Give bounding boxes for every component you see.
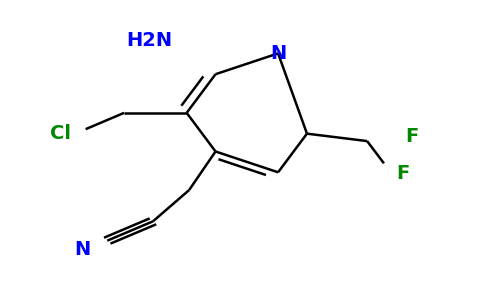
Text: H2N: H2N bbox=[126, 31, 172, 50]
Text: N: N bbox=[74, 240, 91, 259]
Text: F: F bbox=[396, 164, 409, 183]
Text: F: F bbox=[406, 127, 419, 146]
Text: N: N bbox=[270, 44, 286, 63]
Text: Cl: Cl bbox=[50, 124, 71, 143]
